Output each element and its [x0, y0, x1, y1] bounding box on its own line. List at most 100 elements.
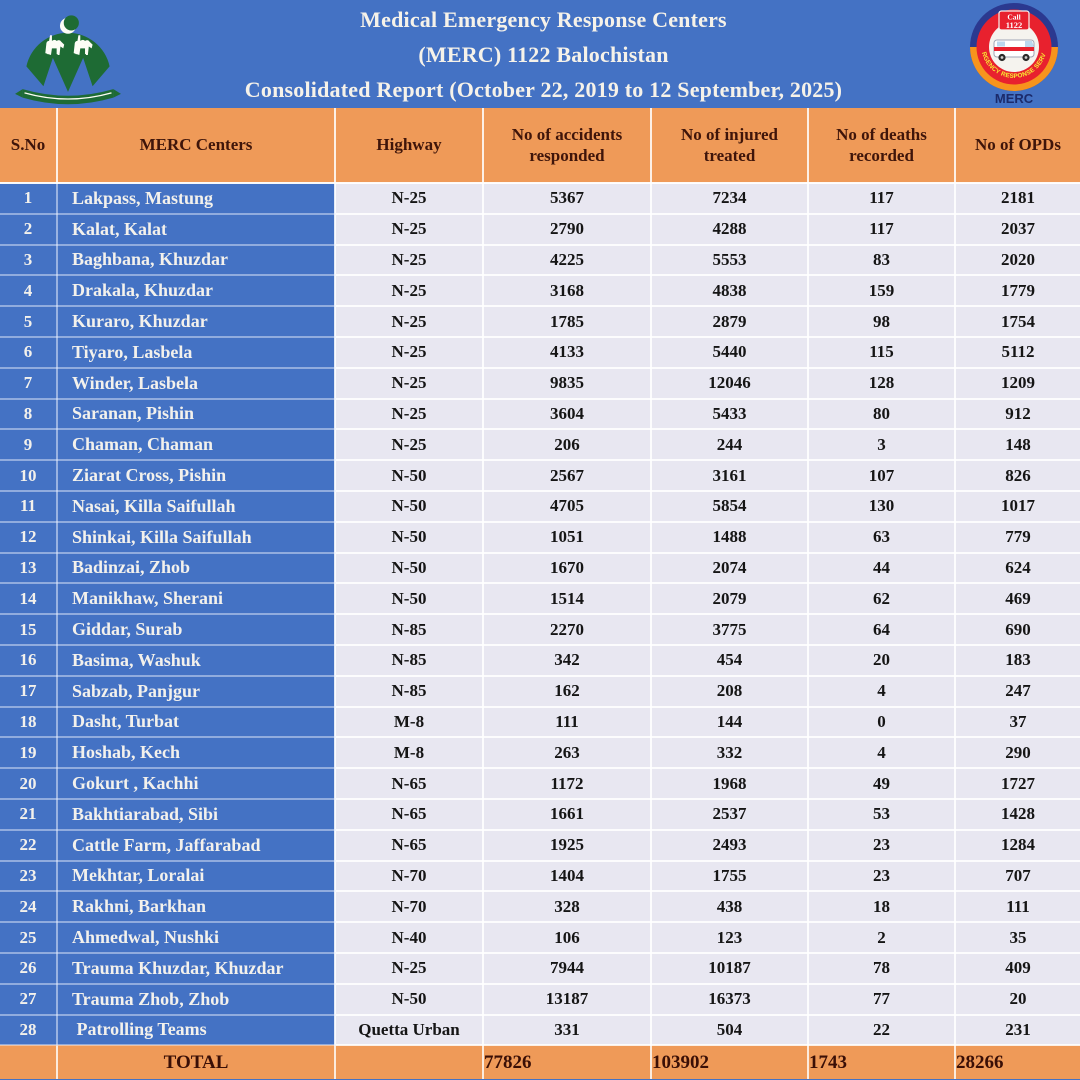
cell-accidents: 1670 — [483, 552, 652, 585]
cell-center-name: Winder, Lasbela — [57, 367, 336, 400]
cell-highway: N-25 — [335, 336, 484, 369]
col-header-centers: MERC Centers — [57, 108, 336, 184]
cell-injured: 504 — [651, 1014, 809, 1047]
cell-accidents: 2567 — [483, 460, 652, 492]
cell-center-name: Manikhaw, Sherani — [57, 583, 336, 616]
cell-accidents: 4705 — [483, 490, 652, 523]
cell-opds: 20 — [955, 983, 1080, 1016]
table-row: 18 Dasht, Turbat M-8 111 144 0 37 — [0, 706, 1080, 739]
cell-center-name: Hoshab, Kech — [57, 737, 336, 770]
cell-accidents: 342 — [483, 644, 652, 677]
report-title-line2: (MERC) 1122 Balochistan — [418, 42, 669, 67]
table-row: 7 Winder, Lasbela N-25 9835 12046 128 1209 — [0, 367, 1080, 400]
cell-center-name: Tiyaro, Lasbela — [57, 336, 336, 369]
cell-injured: 4838 — [651, 275, 809, 308]
cell-deaths: 20 — [808, 644, 956, 677]
cell-accidents: 1661 — [483, 798, 652, 831]
cell-center-name: Saranan, Pishin — [57, 398, 336, 431]
cell-serial: 2 — [0, 213, 58, 246]
cell-center-name: Lakpass, Mastung — [57, 183, 336, 215]
total-deaths: 1743 — [808, 1045, 956, 1080]
cell-injured: 5440 — [651, 336, 809, 369]
cell-injured: 3775 — [651, 614, 809, 646]
cell-serial: 24 — [0, 891, 58, 924]
cell-center-name: Patrolling Teams — [57, 1014, 336, 1047]
cell-highway: N-50 — [335, 521, 484, 554]
cell-serial: 27 — [0, 983, 58, 1016]
cell-opds: 148 — [955, 429, 1080, 462]
merc-logo-caption: MERC — [995, 91, 1034, 106]
cell-injured: 244 — [651, 429, 809, 462]
cell-accidents: 4225 — [483, 244, 652, 277]
cell-highway: N-40 — [335, 922, 484, 954]
cell-center-name: Chaman, Chaman — [57, 429, 336, 462]
cell-accidents: 1172 — [483, 768, 652, 800]
merc-report-table: S.No MERC Centers Highway No of accident… — [0, 108, 1080, 1080]
table-row: 12 Shinkai, Killa Saifullah N-50 1051 1488 63… — [0, 521, 1080, 554]
cell-serial: 10 — [0, 460, 58, 492]
cell-serial: 4 — [0, 275, 58, 308]
cell-deaths: 44 — [808, 552, 956, 585]
col-header-highway: Highway — [335, 108, 484, 184]
cell-deaths: 53 — [808, 798, 956, 831]
cell-highway: M-8 — [335, 706, 484, 739]
cell-center-name: Kuraro, Khuzdar — [57, 306, 336, 338]
cell-accidents: 263 — [483, 737, 652, 770]
col-header-sno: S.No — [0, 108, 58, 184]
cell-injured: 10187 — [651, 952, 809, 985]
cell-injured: 5433 — [651, 398, 809, 431]
cell-serial: 16 — [0, 644, 58, 677]
cell-deaths: 107 — [808, 460, 956, 492]
table-row: 14 Manikhaw, Sherani N-50 1514 2079 62 469 — [0, 583, 1080, 616]
cell-highway: N-50 — [335, 983, 484, 1016]
table-row: 13 Badinzai, Zhob N-50 1670 2074 44 624 — [0, 552, 1080, 585]
cell-accidents: 1514 — [483, 583, 652, 616]
cell-center-name: Shinkai, Killa Saifullah — [57, 521, 336, 554]
cell-center-name: Sabzab, Panjgur — [57, 675, 336, 708]
cell-serial: 12 — [0, 521, 58, 554]
cell-center-name: Gokurt , Kachhi — [57, 768, 336, 800]
cell-deaths: 4 — [808, 675, 956, 708]
cell-deaths: 18 — [808, 891, 956, 924]
cell-highway: M-8 — [335, 737, 484, 770]
cell-serial: 13 — [0, 552, 58, 585]
cell-serial: 11 — [0, 490, 58, 523]
cell-opds: 1428 — [955, 798, 1080, 831]
cell-accidents: 3168 — [483, 275, 652, 308]
cell-highway: N-50 — [335, 460, 484, 492]
cell-accidents: 328 — [483, 891, 652, 924]
balochistan-emblem-icon — [14, 15, 121, 105]
table-row: 15 Giddar, Surab N-85 2270 3775 64 690 — [0, 614, 1080, 646]
cell-opds: 826 — [955, 460, 1080, 492]
cell-serial: 6 — [0, 336, 58, 369]
cell-deaths: 115 — [808, 336, 956, 369]
cell-opds: 231 — [955, 1014, 1080, 1047]
table-row: 21 Bakhtiarabad, Sibi N-65 1661 2537 53 1428 — [0, 798, 1080, 831]
cell-center-name: Ahmedwal, Nushki — [57, 922, 336, 954]
cell-injured: 7234 — [651, 183, 809, 215]
cell-injured: 1755 — [651, 860, 809, 893]
total-accidents: 77826 — [483, 1045, 652, 1080]
cell-center-name: Drakala, Khuzdar — [57, 275, 336, 308]
cell-center-name: Badinzai, Zhob — [57, 552, 336, 585]
cell-deaths: 63 — [808, 521, 956, 554]
table-row: 1 Lakpass, Mastung N-25 5367 7234 117 2181 — [0, 183, 1080, 215]
cell-serial: 5 — [0, 306, 58, 338]
cell-opds: 290 — [955, 737, 1080, 770]
cell-opds: 1284 — [955, 829, 1080, 862]
table-header-row: S.No MERC Centers Highway No of accident… — [0, 108, 1080, 184]
cell-accidents: 331 — [483, 1014, 652, 1047]
cell-deaths: 3 — [808, 429, 956, 462]
cell-deaths: 83 — [808, 244, 956, 277]
cell-opds: 35 — [955, 922, 1080, 954]
table-row: 24 Rakhni, Barkhan N-70 328 438 18 111 — [0, 891, 1080, 924]
cell-injured: 16373 — [651, 983, 809, 1016]
cell-serial: 17 — [0, 675, 58, 708]
cell-highway: N-70 — [335, 891, 484, 924]
col-header-deaths: No of deaths recorded — [808, 108, 956, 184]
cell-accidents: 9835 — [483, 367, 652, 400]
cell-opds: 469 — [955, 583, 1080, 616]
table-row: 3 Baghbana, Khuzdar N-25 4225 5553 83 2020 — [0, 244, 1080, 277]
cell-opds: 1779 — [955, 275, 1080, 308]
